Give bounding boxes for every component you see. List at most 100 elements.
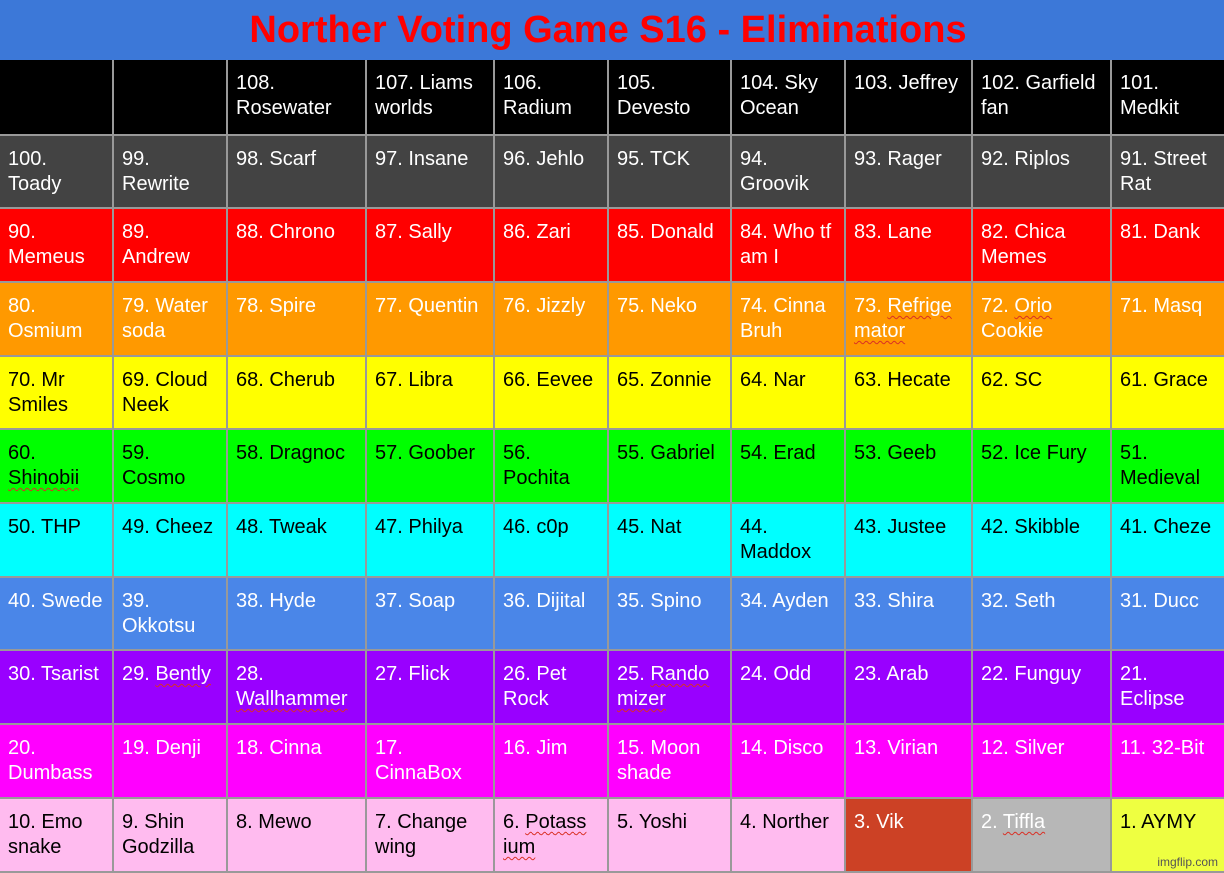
player-label: 81. Dank [1120, 221, 1201, 243]
player-label: 20. Dumbass [8, 737, 93, 784]
player-cell: 100. Toady [0, 134, 114, 209]
player-cell: 10. Emo snake [0, 797, 114, 873]
player-cell: 22. Funguy [971, 649, 1112, 725]
table-row: 50. THP 49. Cheez 48. Tweak 47. Philya 46. c… [0, 502, 1224, 578]
player-cell: 93. Rager [844, 134, 973, 209]
player-cell: 21. Eclipse [1110, 649, 1224, 725]
player-cell: 42. Skibble [971, 502, 1112, 578]
player-cell: 96. Jehlo [493, 134, 609, 209]
player-cell: 99. Rewrite [112, 134, 228, 209]
table-row: 10. Emo snake 9. Shin Godzilla 8. Mewo 7. C… [0, 797, 1224, 873]
player-cell: 27. Flick [365, 649, 495, 725]
player-cell: 81. Dank [1110, 207, 1224, 283]
player-label: 91. Street Rat [1120, 148, 1207, 195]
player-cell: 56. Pochita [493, 428, 609, 504]
player-cell: 88. Chrono [226, 207, 367, 283]
player-cell: 30. Tsarist [0, 649, 114, 725]
player-label: 78. Spire [236, 295, 317, 317]
player-label: 72. Orio Cookie [981, 295, 1053, 342]
player-label: 3. Vik [854, 811, 904, 833]
player-label: 75. Neko [617, 295, 698, 317]
player-label: 73. Refrige mator [854, 295, 952, 342]
player-cell: 44. Maddox [730, 502, 846, 578]
player-cell: 91. Street Rat [1110, 134, 1224, 209]
player-cell: 50. THP [0, 502, 114, 578]
player-label: 68. Cherub [236, 369, 335, 391]
player-cell: 97. Insane [365, 134, 495, 209]
player-cell: 86. Zari [493, 207, 609, 283]
player-cell: 7. Change wing [365, 797, 495, 873]
player-label: 18. Cinna [236, 737, 322, 759]
player-cell: 14. Disco [730, 723, 846, 799]
player-cell: 59. Cosmo [112, 428, 228, 504]
player-label: 71. Masq [1120, 295, 1203, 317]
player-cell: 74. Cinna Bruh [730, 281, 846, 357]
player-cell: 72. Orio Cookie [971, 281, 1112, 357]
player-label: 33. Shira [854, 590, 935, 612]
player-label: 55. Gabriel [617, 442, 715, 464]
player-cell: 15. Moon shade [607, 723, 732, 799]
player-label: 58. Dragnoc [236, 442, 345, 464]
player-label: 19. Denji [122, 737, 201, 759]
player-label: 61. Grace [1120, 369, 1208, 391]
player-cell: 76. Jizzly [493, 281, 609, 357]
player-label: 24. Odd [740, 663, 812, 685]
table-row: 108. Rosewater 107. Liams worlds 106. Radi… [0, 60, 1224, 136]
player-cell: 90. Memeus [0, 207, 114, 283]
player-cell: 57. Goober [365, 428, 495, 504]
table-row: 20. Dumbass 19. Denji 18. Cinna 17. CinnaBo… [0, 723, 1224, 799]
player-cell: 9. Shin Godzilla [112, 797, 228, 873]
player-cell: 79. Water soda [112, 281, 228, 357]
player-cell: 105. Devesto [607, 60, 732, 136]
player-cell: 69. Cloud Neek [112, 355, 228, 430]
table-row: 70. Mr Smiles 69. Cloud Neek 68. Cherub 67.… [0, 355, 1224, 430]
player-label: 1. AYMY [1120, 811, 1197, 833]
player-label: 60. Shinobii [8, 442, 80, 489]
player-label: 13. Virian [854, 737, 939, 759]
player-label: 107. Liams worlds [375, 72, 473, 119]
player-label: 76. Jizzly [503, 295, 586, 317]
player-label: 23. Arab [854, 663, 929, 685]
player-label: 82. Chica Memes [981, 221, 1066, 268]
player-cell: 23. Arab [844, 649, 973, 725]
player-cell: 28. Wallhammer [226, 649, 367, 725]
table-row: 90. Memeus 89. Andrew 88. Chrono 87. Sally 8… [0, 207, 1224, 283]
player-cell: 45. Nat [607, 502, 732, 578]
player-label: 92. Riplos [981, 148, 1070, 170]
player-cell: 13. Virian [844, 723, 973, 799]
player-label: 51. Medieval [1120, 442, 1201, 489]
player-cell: 25. Rando mizer [607, 649, 732, 725]
player-label: 30. Tsarist [8, 663, 99, 685]
eliminations-table: 108. Rosewater 107. Liams worlds 106. Radi… [0, 60, 1224, 873]
player-label: 16. Jim [503, 737, 568, 759]
player-label: 86. Zari [503, 221, 571, 243]
player-label: 44. Maddox [740, 516, 812, 563]
player-label: 69. Cloud Neek [122, 369, 208, 416]
player-cell: 4. Norther [730, 797, 846, 873]
player-cell: 49. Cheez [112, 502, 228, 578]
player-cell: 11. 32-Bit [1110, 723, 1224, 799]
table-row: 60. Shinobii 59. Cosmo 58. Dragnoc 57. Goob… [0, 428, 1224, 504]
player-cell: 24. Odd [730, 649, 846, 725]
player-cell: 1. AYMY [1110, 797, 1224, 873]
player-cell: 43. Justee [844, 502, 973, 578]
player-cell: 52. Ice Fury [971, 428, 1112, 504]
player-label: 45. Nat [617, 516, 682, 538]
player-cell: 26. Pet Rock [493, 649, 609, 725]
player-label: 11. 32-Bit [1120, 737, 1205, 759]
table-row: 30. Tsarist 29. Bently 28. Wallhammer 27. F… [0, 649, 1224, 725]
player-label: 95. TCK [617, 148, 690, 170]
player-label: 66. Eevee [503, 369, 594, 391]
player-cell: 83. Lane [844, 207, 973, 283]
player-label: 94. Groovik [740, 148, 809, 195]
player-label: 87. Sally [375, 221, 452, 243]
player-cell: 73. Refrige mator [844, 281, 973, 357]
player-label: 57. Goober [375, 442, 476, 464]
player-label: 42. Skibble [981, 516, 1080, 538]
player-label: 4. Norther [740, 811, 829, 833]
player-cell: 61. Grace [1110, 355, 1224, 430]
player-label: 50. THP [8, 516, 81, 538]
player-label: 99. Rewrite [122, 148, 190, 195]
player-label: 59. Cosmo [122, 442, 186, 489]
player-label: 96. Jehlo [503, 148, 585, 170]
